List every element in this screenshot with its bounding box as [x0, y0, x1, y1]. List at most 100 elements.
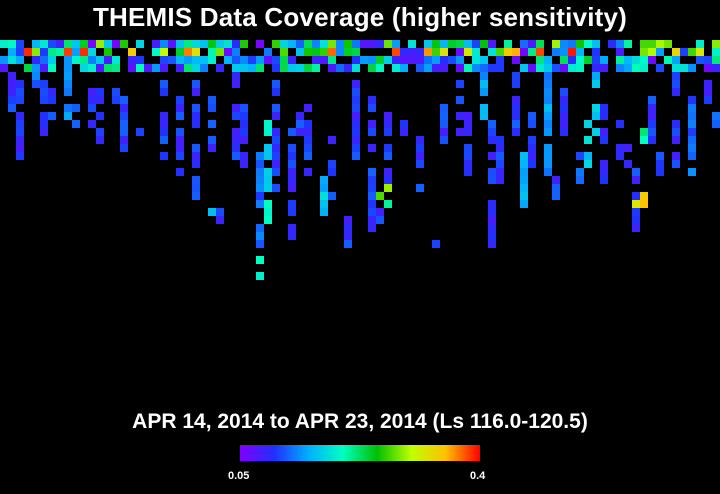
- coverage-cell-highlight: [256, 256, 264, 264]
- coverage-cell: [176, 40, 184, 48]
- coverage-cell: [304, 120, 312, 128]
- coverage-cell: [600, 136, 608, 144]
- coverage-cell: [16, 96, 24, 104]
- coverage-cell: [480, 104, 488, 112]
- coverage-cell: [304, 40, 312, 48]
- coverage-cell: [208, 96, 216, 104]
- coverage-cell: [552, 176, 560, 184]
- coverage-cell: [488, 168, 496, 176]
- coverage-cell: [480, 72, 488, 80]
- coverage-cell: [232, 104, 240, 112]
- coverage-cell: [352, 144, 360, 152]
- coverage-cell: [616, 56, 624, 64]
- coverage-cell: [472, 64, 480, 72]
- coverage-cell: [584, 136, 592, 144]
- coverage-cell: [600, 160, 608, 168]
- coverage-cell-highlight: [632, 200, 640, 208]
- coverage-cell: [72, 56, 80, 64]
- coverage-cell: [416, 64, 424, 72]
- coverage-cell: [32, 48, 40, 56]
- coverage-cell: [112, 64, 120, 72]
- coverage-cell-highlight: [640, 136, 648, 144]
- coverage-cell: [344, 240, 352, 248]
- coverage-cell: [528, 136, 536, 144]
- coverage-cell: [320, 56, 328, 64]
- coverage-cell: [704, 64, 712, 72]
- date-range-subtitle: APR 14, 2014 to APR 23, 2014 (Ls 116.0-1…: [132, 410, 588, 433]
- coverage-cell: [288, 64, 296, 72]
- coverage-cell: [528, 152, 536, 160]
- coverage-cell: [40, 96, 48, 104]
- coverage-cell: [192, 48, 200, 56]
- coverage-cell: [352, 80, 360, 88]
- coverage-cell: [24, 48, 32, 56]
- coverage-cell: [312, 48, 320, 56]
- coverage-cell: [656, 168, 664, 176]
- coverage-cell: [304, 144, 312, 152]
- coverage-cell: [464, 120, 472, 128]
- coverage-cell: [368, 208, 376, 216]
- coverage-cell: [424, 48, 432, 56]
- coverage-cell: [360, 40, 368, 48]
- coverage-cell: [272, 184, 280, 192]
- coverage-cell: [520, 160, 528, 168]
- coverage-cell: [192, 104, 200, 112]
- coverage-cell: [16, 128, 24, 136]
- coverage-cell: [624, 56, 632, 64]
- coverage-cell: [288, 224, 296, 232]
- coverage-cell: [344, 48, 352, 56]
- coverage-cell: [576, 176, 584, 184]
- coverage-cell: [480, 88, 488, 96]
- coverage-cell: [96, 88, 104, 96]
- coverage-cell: [560, 40, 568, 48]
- coverage-cell: [256, 40, 264, 48]
- coverage-cell: [48, 112, 56, 120]
- colorbar: [240, 445, 480, 461]
- coverage-cell: [264, 48, 272, 56]
- coverage-cell: [592, 112, 600, 120]
- coverage-cell: [384, 120, 392, 128]
- coverage-cell: [96, 40, 104, 48]
- coverage-cell: [712, 64, 720, 72]
- coverage-cell: [504, 48, 512, 56]
- coverage-cell: [136, 56, 144, 64]
- coverage-cell: [64, 112, 72, 120]
- coverage-cell: [352, 128, 360, 136]
- coverage-cell: [80, 40, 88, 48]
- coverage-cell: [256, 152, 264, 160]
- coverage-cell: [328, 56, 336, 64]
- coverage-cell: [544, 144, 552, 152]
- coverage-cell: [32, 56, 40, 64]
- coverage-cell: [616, 152, 624, 160]
- coverage-cell: [192, 64, 200, 72]
- coverage-cell: [712, 112, 720, 120]
- coverage-cell: [64, 72, 72, 80]
- coverage-cell: [488, 200, 496, 208]
- coverage-cell: [576, 64, 584, 72]
- coverage-cell: [176, 64, 184, 72]
- coverage-cell: [240, 40, 248, 48]
- coverage-cell: [520, 168, 528, 176]
- coverage-cell: [288, 128, 296, 136]
- coverage-cell: [600, 128, 608, 136]
- coverage-cell: [456, 112, 464, 120]
- coverage-cell: [16, 136, 24, 144]
- coverage-cell: [328, 136, 336, 144]
- coverage-cell: [632, 216, 640, 224]
- coverage-cell: [288, 232, 296, 240]
- coverage-cell: [64, 48, 72, 56]
- coverage-cell: [392, 64, 400, 72]
- coverage-cell: [256, 224, 264, 232]
- coverage-cell: [312, 56, 320, 64]
- coverage-cell: [392, 40, 400, 48]
- coverage-cell: [184, 64, 192, 72]
- coverage-cell: [432, 48, 440, 56]
- coverage-cell: [656, 64, 664, 72]
- coverage-cell: [400, 64, 408, 72]
- coverage-cell: [240, 152, 248, 160]
- coverage-cell: [368, 192, 376, 200]
- coverage-cell: [272, 56, 280, 64]
- coverage-cell: [376, 64, 384, 72]
- coverage-cell: [528, 120, 536, 128]
- coverage-cell: [696, 40, 704, 48]
